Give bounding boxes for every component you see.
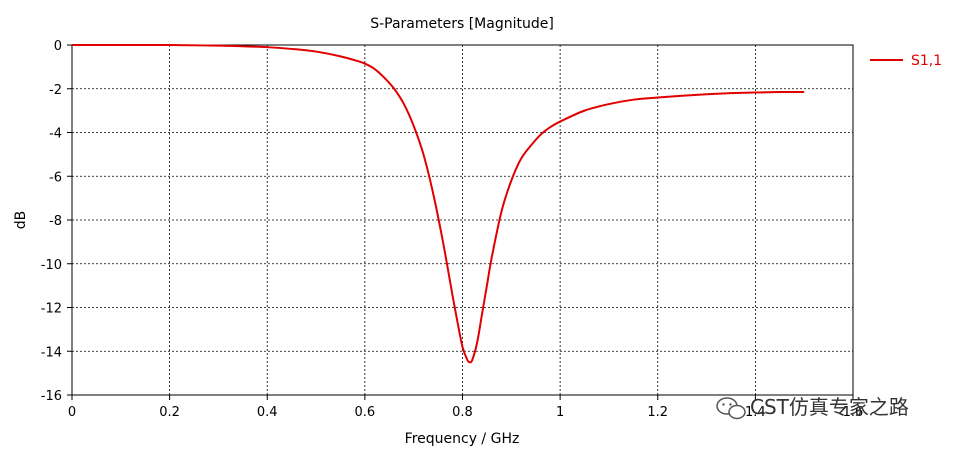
y-tick-label: -2 (49, 83, 62, 98)
y-tick-label: -14 (41, 345, 62, 360)
x-axis-title: Frequency / GHz (405, 431, 520, 447)
x-tick-label: 0.2 (159, 405, 180, 420)
x-tick-label: 0 (68, 405, 76, 420)
x-axis: 0 0.2 0.4 0.6 0.8 1 1.2 1.4 1.6 (68, 395, 863, 420)
legend[interactable]: S1,1 (870, 53, 942, 69)
y-tick-label: -16 (41, 389, 62, 404)
y-tick-label: -10 (41, 258, 62, 273)
legend-label-s11: S1,1 (911, 53, 942, 69)
x-tick-label: 1 (556, 405, 564, 420)
y-axis-title: dB (13, 211, 29, 230)
wechat-icon (716, 397, 746, 420)
y-axis: 0 -2 -4 -6 -8 -10 -12 -14 -16 (41, 39, 72, 404)
y-tick-label: -12 (41, 302, 62, 317)
series-line-s11[interactable] (72, 43, 805, 364)
y-tick-label: -4 (49, 127, 62, 142)
x-tick-label: 0.4 (257, 405, 278, 420)
watermark: CST仿真专家之路 (716, 395, 909, 420)
series-layer (72, 43, 805, 364)
x-tick-label: 0.6 (355, 405, 376, 420)
x-tick-label: 1.4 (745, 405, 766, 420)
y-tick-label: -8 (49, 214, 62, 229)
y-tick-label: 0 (54, 39, 62, 54)
grid-lines (72, 45, 853, 395)
watermark-text: CST仿真专家之路 (750, 395, 909, 419)
x-tick-label: 0.8 (452, 405, 473, 420)
chart-title: S-Parameters [Magnitude] (370, 16, 554, 32)
x-tick-label: 1.2 (647, 405, 668, 420)
y-tick-label: -6 (49, 170, 62, 185)
x-tick-label: 1.6 (843, 405, 864, 420)
